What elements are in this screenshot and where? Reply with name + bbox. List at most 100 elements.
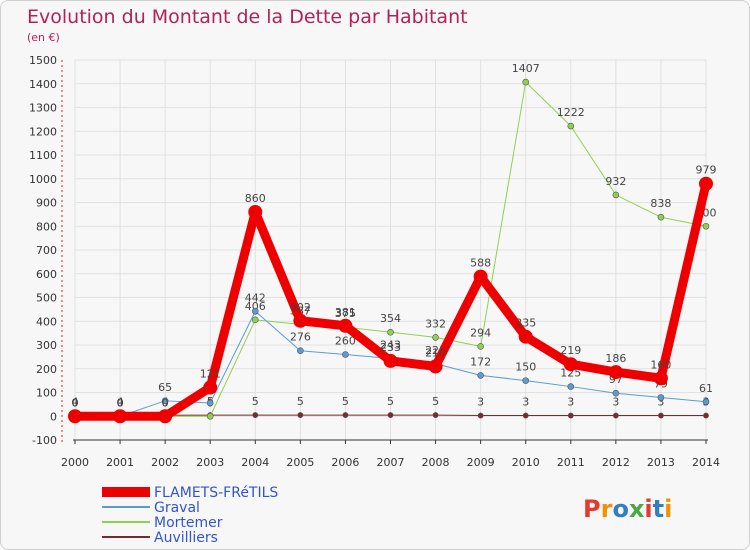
data-label: 5 (387, 395, 394, 408)
data-label: 1222 (557, 106, 585, 119)
data-point (387, 328, 394, 336)
data-label: 588 (470, 257, 491, 270)
y-tick-label: 300 (36, 339, 57, 352)
grid-layer (74, 59, 707, 441)
data-point (161, 397, 169, 405)
data-label: 65 (158, 381, 172, 394)
y-tick-label: 100 (36, 387, 57, 400)
data-label: 210 (425, 346, 446, 359)
data-label: 160 (650, 358, 671, 371)
y-tick-label: 1500 (29, 54, 57, 67)
x-tick-label: 2009 (467, 456, 495, 469)
proxiti-logo: Proxiti (583, 495, 672, 523)
data-point (522, 412, 529, 419)
data-point (702, 398, 710, 406)
data-label: 3 (612, 396, 619, 409)
data-point (612, 191, 620, 199)
y-tick-label: 0 (50, 410, 57, 423)
y-tick-label: 400 (36, 315, 57, 328)
data-point (477, 412, 484, 419)
data-label: 0 (117, 396, 124, 409)
logo-letter: P (583, 495, 601, 523)
x-tick-label: 2002 (151, 456, 179, 469)
data-label: 61 (699, 382, 713, 395)
legend-label: Auvilliers (154, 530, 218, 546)
data-point (518, 329, 533, 344)
data-point (608, 365, 623, 380)
data-label: 3 (477, 396, 484, 409)
data-label: 442 (245, 291, 266, 304)
y-tick-label: 1000 (29, 173, 57, 186)
y-tick-label: 500 (36, 292, 57, 305)
data-point (428, 359, 443, 374)
data-label: 0 (117, 396, 124, 409)
data-label: 838 (650, 197, 671, 210)
x-tick-label: 2008 (422, 456, 450, 469)
data-point (252, 412, 259, 418)
x-tick-label: 2011 (557, 456, 585, 469)
data-point (703, 412, 709, 419)
x-tick-label: 2007 (377, 456, 405, 469)
data-label: 5 (432, 395, 439, 408)
data-label: 276 (290, 331, 311, 344)
series-mortemer: 000040638737535433229414071222932838800 (72, 62, 717, 420)
data-label: 406 (245, 300, 266, 313)
data-point (297, 347, 304, 355)
data-label: 860 (245, 192, 266, 205)
data-label: 402 (290, 301, 311, 314)
x-tick-label: 2004 (241, 456, 269, 469)
logo-letter: r (601, 495, 613, 523)
data-label: 354 (380, 312, 401, 325)
data-point (657, 394, 665, 401)
data-label: 233 (380, 341, 401, 354)
data-label: 5 (252, 395, 259, 408)
data-point (206, 399, 214, 407)
data-label: 0 (72, 396, 79, 409)
x-tick-label: 2001 (106, 456, 134, 469)
data-point (522, 377, 530, 384)
data-point (477, 343, 484, 350)
data-label: 125 (560, 367, 581, 380)
data-label: 172 (470, 355, 491, 368)
data-label: 121 (200, 368, 221, 381)
data-point (203, 380, 218, 395)
data-label: 3 (522, 396, 529, 409)
y-tick-label: 600 (36, 268, 57, 281)
data-label: 5 (342, 395, 349, 408)
data-point (522, 78, 530, 86)
data-point (251, 307, 259, 315)
x-tick-label: 2012 (602, 456, 630, 469)
data-label: 3 (657, 396, 664, 409)
data-label: 0 (162, 396, 169, 409)
data-point (383, 353, 398, 368)
x-tick-label: 2006 (331, 456, 359, 469)
data-point (387, 412, 394, 418)
data-point (658, 412, 664, 419)
data-point (68, 409, 82, 424)
data-point (477, 372, 484, 379)
data-label: 3 (567, 396, 574, 409)
data-point (206, 412, 214, 420)
logo-letter: i (644, 495, 652, 523)
data-point (113, 409, 128, 424)
data-label: 0 (72, 396, 79, 409)
x-tick-label: 2005 (286, 456, 314, 469)
y-tick-label: 800 (36, 220, 57, 233)
data-point (251, 316, 259, 324)
data-label: 0 (117, 396, 124, 409)
data-label: 381 (335, 306, 356, 319)
data-label: 335 (515, 317, 536, 330)
data-label: 294 (470, 326, 491, 339)
data-label: 186 (605, 352, 626, 365)
logo-letter: t (653, 495, 664, 523)
data-point (702, 222, 710, 230)
x-tick-label: 2013 (647, 456, 675, 469)
y-tick-label: 1400 (29, 78, 57, 91)
data-label: 932 (605, 175, 626, 188)
legend-label: FLAMETS-FRéTILS (154, 485, 278, 501)
data-point (612, 389, 620, 397)
data-point (567, 412, 574, 419)
data-label: 219 (560, 344, 581, 357)
